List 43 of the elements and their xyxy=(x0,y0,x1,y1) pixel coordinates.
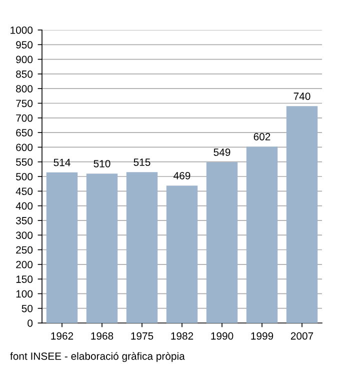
x-tick-label: 1982 xyxy=(171,332,194,340)
x-tick-label: 2007 xyxy=(290,332,314,340)
bar xyxy=(286,106,318,323)
y-tick-label: 850 xyxy=(16,70,33,78)
y-tick-label: 1000 xyxy=(10,26,33,34)
y-tick-label: 650 xyxy=(16,129,33,136)
y-tick-label: 50 xyxy=(22,304,33,312)
y-tick-label: 900 xyxy=(16,56,33,64)
y-tick-label: 250 xyxy=(16,246,33,254)
bar xyxy=(86,174,118,323)
x-tick-label: 1975 xyxy=(131,332,154,340)
y-tick-label: 450 xyxy=(16,188,33,196)
data-label: 514 xyxy=(54,158,70,166)
y-tick-label: 200 xyxy=(16,260,33,268)
data-label: 469 xyxy=(174,172,190,180)
data-label: 515 xyxy=(134,158,150,166)
data-label: 510 xyxy=(94,160,110,168)
y-tick-label: 300 xyxy=(16,232,33,239)
bar xyxy=(166,186,198,323)
bar xyxy=(126,172,158,323)
x-tick-label: 1990 xyxy=(211,332,234,340)
x-tick-label: 1962 xyxy=(51,332,74,340)
y-tick-label: 150 xyxy=(16,276,33,283)
y-tick-label: 400 xyxy=(16,202,33,210)
data-label: 602 xyxy=(254,133,270,140)
bar xyxy=(46,172,78,323)
y-tick-label: 700 xyxy=(16,114,33,122)
data-label: 549 xyxy=(214,148,230,156)
y-tick-label: 600 xyxy=(16,144,33,152)
bar xyxy=(246,146,278,323)
y-tick-label: 950 xyxy=(16,41,33,49)
x-tick-label: 1968 xyxy=(91,332,114,340)
y-tick-label: 800 xyxy=(16,85,33,92)
y-tick-label: 500 xyxy=(16,173,33,180)
bar xyxy=(206,162,238,323)
y-tick-label: 100 xyxy=(16,290,33,298)
y-tick-label: 750 xyxy=(16,100,33,108)
data-label: 740 xyxy=(294,92,310,100)
y-tick-label: 350 xyxy=(16,216,33,224)
text: font INSEE - elaboració gràfica pròpia xyxy=(10,352,185,362)
x-tick-label: 1999 xyxy=(251,332,274,340)
y-tick-label: 0 xyxy=(28,320,33,327)
y-tick-label: 550 xyxy=(16,158,33,166)
